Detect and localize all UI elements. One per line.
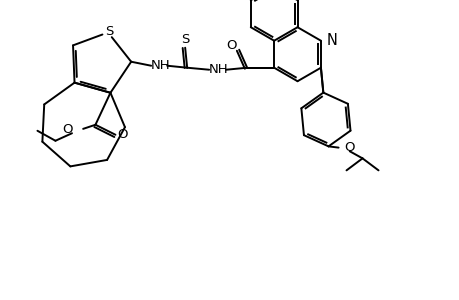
Text: O: O <box>117 128 128 141</box>
Text: O: O <box>343 141 354 154</box>
Text: NH: NH <box>150 59 170 72</box>
Text: N: N <box>326 33 337 48</box>
Text: S: S <box>105 25 113 38</box>
Text: O: O <box>225 39 236 52</box>
Text: O: O <box>62 123 73 136</box>
Text: NH: NH <box>208 63 228 76</box>
Text: S: S <box>180 33 189 46</box>
